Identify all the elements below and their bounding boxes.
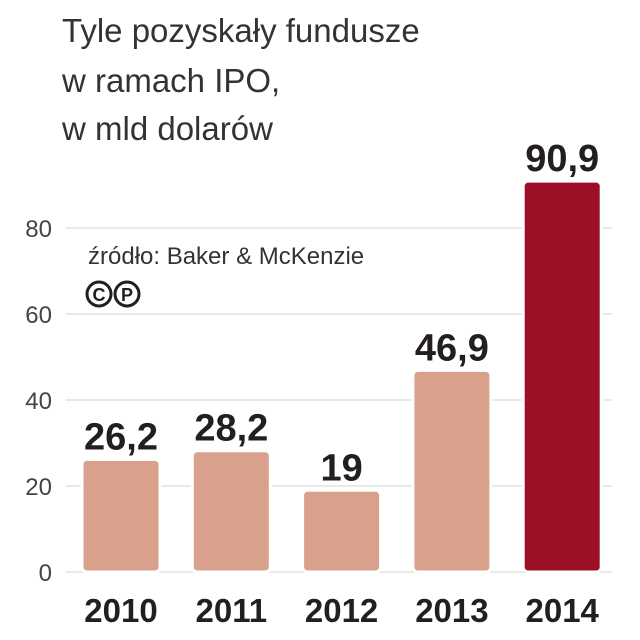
y-tick-label: 40 [25, 388, 52, 415]
x-tick-label: 2010 [84, 592, 157, 629]
bar [521, 179, 603, 574]
y-tick-label: 20 [25, 474, 52, 501]
source: źródło: Baker & McKenzie [88, 243, 364, 270]
bar [301, 488, 383, 574]
bar [411, 368, 493, 574]
y-tick-label: 0 [39, 560, 52, 587]
y-tick-label: 60 [25, 302, 52, 329]
value-label: 19 [320, 447, 362, 489]
rights-letter: P [121, 285, 133, 305]
value-label: 90,9 [525, 138, 599, 180]
title-line: w mld dolarów [61, 110, 273, 147]
x-tick-label: 2014 [525, 592, 599, 629]
x-tick-label: 2012 [305, 592, 378, 629]
x-tick-label: 2011 [196, 592, 268, 629]
bar [80, 457, 162, 574]
rights-icon [113, 280, 141, 308]
rights-icon [85, 280, 113, 308]
bar [190, 449, 272, 574]
rights-letter: C [93, 285, 106, 305]
title-line: w ramach IPO, [61, 62, 280, 99]
title-line: Tyle pozyskały fundusze [62, 12, 420, 49]
value-label: 28,2 [194, 408, 268, 450]
value-label: 26,2 [84, 416, 158, 458]
y-tick-label: 80 [25, 216, 52, 243]
x-tick-label: 2013 [415, 592, 488, 629]
value-label: 46,9 [415, 327, 489, 369]
